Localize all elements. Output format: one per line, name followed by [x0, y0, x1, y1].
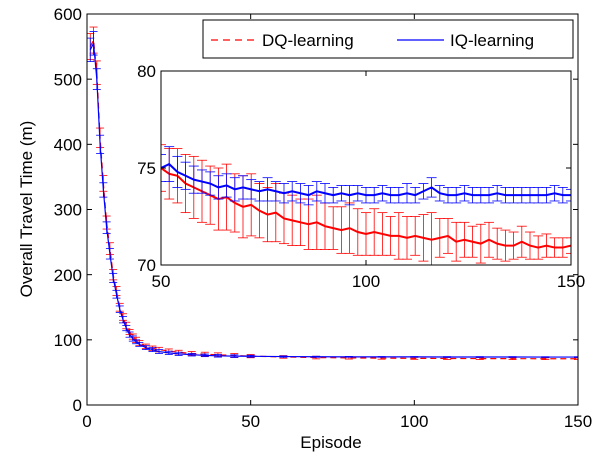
main-y-tick-label: 600 [54, 5, 82, 24]
inset-line-series-1 [161, 162, 571, 197]
inset-x-tick-label: 50 [152, 272, 171, 291]
inset-plot: 50 100 150 70 75 80 [137, 62, 585, 291]
inset-y-tick-label: 80 [137, 62, 156, 81]
main-series-clip [87, 26, 578, 360]
inset-series-clip [161, 144, 571, 265]
x-axis-label: Episode [300, 433, 361, 452]
inset-y-tick-label: 70 [137, 256, 156, 275]
main-line-iq-learning [89, 41, 578, 358]
main-x-tick-label: 0 [82, 412, 91, 431]
main-y-tick-label: 300 [54, 201, 82, 220]
inset-x-tick-label: 100 [352, 272, 380, 291]
main-y-tick-label: 200 [54, 266, 82, 285]
inset-series-layer [161, 144, 571, 265]
main-y-tick-label: 500 [54, 70, 82, 89]
main-x-tick-label: 50 [241, 412, 260, 431]
main-plot: 0 50 100 150 0 100 200 300 400 500 600 Episode Ove… [17, 5, 592, 452]
inset-x-tick-label: 150 [557, 272, 585, 291]
main-y-tick-label: 400 [54, 135, 82, 154]
main-y-tick-label: 0 [73, 396, 82, 415]
main-axes: 0 50 100 150 0 100 200 300 400 500 600 [54, 5, 593, 431]
legend-label-dq-learning: DQ-learning [262, 31, 354, 50]
legend-box [202, 19, 574, 59]
inset-axes: 50 100 150 70 75 80 [137, 62, 585, 291]
inset-y-tick-label: 75 [137, 159, 156, 178]
inset-line-series-0 [161, 167, 571, 249]
main-series-layer [87, 26, 578, 360]
main-y-tick-label: 100 [54, 331, 82, 350]
y-axis-label: Overall Travel Time (m) [17, 121, 36, 298]
main-x-tick-label: 100 [400, 412, 428, 431]
main-line-dq-learning [89, 37, 578, 360]
main-x-tick-label: 150 [564, 412, 592, 431]
legend-label-iq-learning: IQ-learning [450, 31, 534, 50]
legend: DQ-learning IQ-learning [202, 19, 574, 59]
